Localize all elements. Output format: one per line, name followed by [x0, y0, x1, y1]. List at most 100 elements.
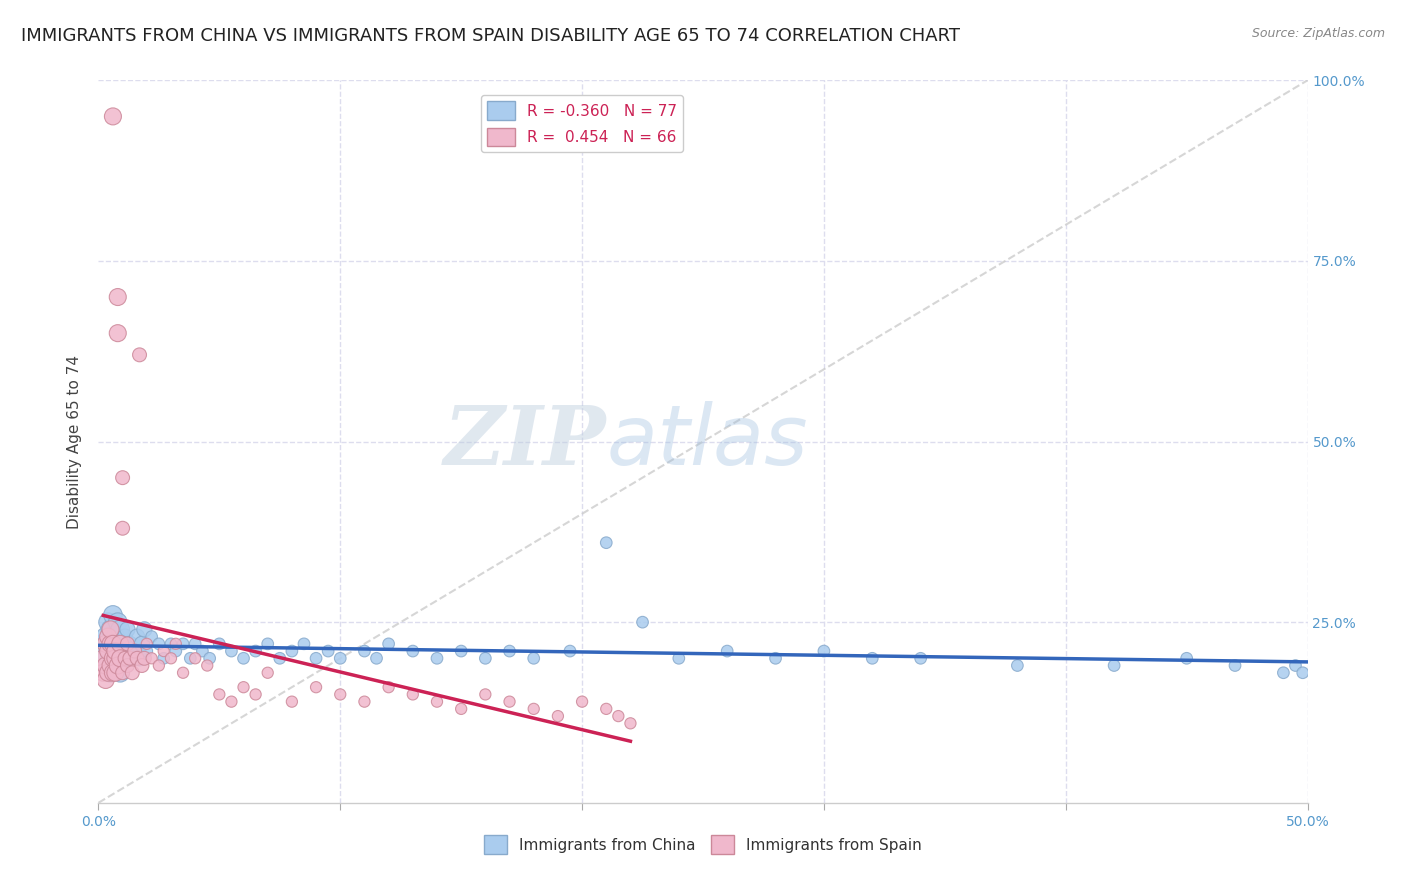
Point [148, 658, 170, 673]
Point [232, 680, 254, 694]
Point [245, 644, 267, 658]
Point [101, 637, 124, 651]
Point [104, 665, 127, 680]
Point [104, 630, 127, 644]
Point [269, 651, 291, 665]
Point [1102, 658, 1125, 673]
Point [256, 665, 278, 680]
Point [523, 651, 546, 665]
Point [172, 637, 194, 651]
Point [377, 637, 399, 651]
Point [353, 644, 375, 658]
Point [607, 709, 630, 723]
Point [256, 637, 278, 651]
Point [474, 651, 496, 665]
Point [97, 665, 120, 680]
Point [402, 644, 425, 658]
Point [94, 651, 117, 665]
Point [100, 644, 122, 658]
Point [108, 651, 131, 665]
Y-axis label: Disability Age 65 to 74: Disability Age 65 to 74 [67, 354, 83, 529]
Point [305, 680, 328, 694]
Point [100, 665, 122, 680]
Point [198, 651, 221, 665]
Point [100, 623, 122, 637]
Point [111, 665, 134, 680]
Point [765, 651, 787, 665]
Point [100, 637, 122, 651]
Point [353, 695, 375, 709]
Point [184, 637, 207, 651]
Point [127, 651, 149, 665]
Point [172, 665, 194, 680]
Point [184, 651, 207, 665]
Point [179, 651, 201, 665]
Point [107, 615, 129, 630]
Point [97, 644, 120, 658]
Point [281, 644, 304, 658]
Point [191, 644, 214, 658]
Point [1272, 665, 1295, 680]
Point [668, 651, 690, 665]
Point [124, 644, 146, 658]
Point [631, 615, 654, 630]
Point [135, 644, 157, 658]
Point [165, 637, 187, 651]
Point [107, 290, 129, 304]
Point [128, 651, 150, 665]
Point [221, 695, 243, 709]
Point [141, 651, 163, 665]
Point [450, 702, 472, 716]
Point [716, 644, 738, 658]
Point [813, 644, 835, 658]
Point [94, 637, 117, 651]
Point [474, 687, 496, 701]
Point [134, 623, 156, 637]
Point [111, 637, 134, 651]
Point [94, 630, 117, 644]
Point [498, 644, 520, 658]
Point [91, 637, 114, 651]
Point [94, 658, 117, 673]
Point [232, 651, 254, 665]
Point [426, 651, 449, 665]
Point [108, 665, 131, 680]
Point [101, 651, 124, 665]
Text: IMMIGRANTS FROM CHINA VS IMMIGRANTS FROM SPAIN DISABILITY AGE 65 TO 74 CORRELATI: IMMIGRANTS FROM CHINA VS IMMIGRANTS FROM… [21, 27, 960, 45]
Point [117, 637, 139, 651]
Text: atlas: atlas [606, 401, 808, 482]
Point [498, 695, 520, 709]
Point [152, 644, 174, 658]
Point [131, 637, 153, 651]
Point [107, 658, 129, 673]
Text: Source: ZipAtlas.com: Source: ZipAtlas.com [1251, 27, 1385, 40]
Point [402, 687, 425, 701]
Point [1175, 651, 1198, 665]
Point [571, 695, 593, 709]
Point [377, 680, 399, 694]
Point [128, 348, 150, 362]
Point [118, 637, 141, 651]
Point [595, 702, 617, 716]
Point [1223, 658, 1246, 673]
Point [101, 651, 124, 665]
Point [523, 702, 546, 716]
Point [134, 651, 156, 665]
Point [117, 651, 139, 665]
Point [117, 658, 139, 673]
Point [104, 651, 127, 665]
Point [208, 687, 231, 701]
Point [160, 651, 183, 665]
Point [97, 630, 120, 644]
Legend: Immigrants from China, Immigrants from Spain: Immigrants from China, Immigrants from S… [478, 830, 928, 860]
Point [91, 665, 114, 680]
Point [292, 637, 315, 651]
Point [118, 651, 141, 665]
Point [305, 651, 328, 665]
Point [108, 623, 131, 637]
Point [97, 658, 120, 673]
Point [450, 644, 472, 658]
Point [152, 651, 174, 665]
Point [135, 637, 157, 651]
Point [111, 521, 134, 535]
